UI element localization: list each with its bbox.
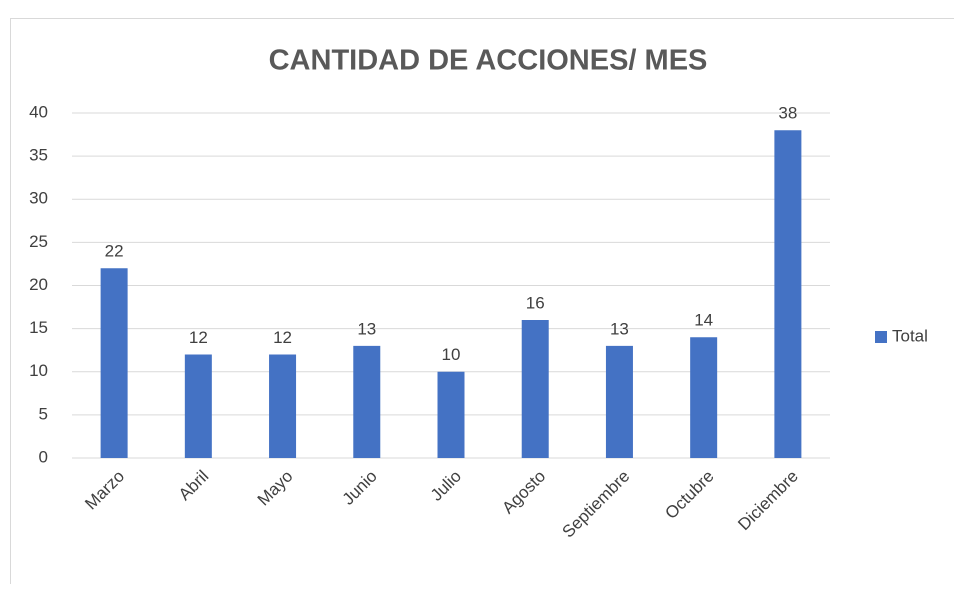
y-tick-label: 25 bbox=[29, 232, 48, 251]
y-tick-label: 0 bbox=[39, 447, 48, 466]
y-tick-label: 10 bbox=[29, 361, 48, 380]
data-label: 38 bbox=[778, 104, 797, 123]
data-label: 16 bbox=[526, 293, 545, 312]
data-label: 12 bbox=[273, 328, 292, 347]
y-tick-label: 30 bbox=[29, 189, 48, 208]
data-label: 22 bbox=[105, 242, 124, 261]
data-label: 13 bbox=[610, 319, 629, 338]
bar bbox=[606, 346, 633, 458]
data-label: 10 bbox=[442, 345, 461, 364]
chart-title: CANTIDAD DE ACCIONES/ MES bbox=[269, 45, 708, 77]
chart-border bbox=[11, 19, 954, 585]
bar bbox=[522, 320, 549, 458]
bar bbox=[101, 268, 128, 458]
legend-swatch bbox=[875, 331, 887, 343]
data-label: 14 bbox=[694, 311, 713, 330]
y-tick-label: 20 bbox=[29, 275, 48, 294]
bar bbox=[690, 337, 717, 458]
bar bbox=[438, 372, 465, 458]
bar bbox=[185, 355, 212, 459]
y-tick-label: 15 bbox=[29, 318, 48, 337]
data-label: 12 bbox=[189, 328, 208, 347]
bar bbox=[774, 130, 801, 458]
legend-label: Total bbox=[892, 326, 928, 345]
data-label: 13 bbox=[357, 319, 376, 338]
y-tick-label: 40 bbox=[29, 102, 48, 121]
y-tick-label: 5 bbox=[39, 404, 48, 423]
bar bbox=[269, 355, 296, 459]
bar bbox=[353, 346, 380, 458]
y-tick-label: 35 bbox=[29, 146, 48, 165]
